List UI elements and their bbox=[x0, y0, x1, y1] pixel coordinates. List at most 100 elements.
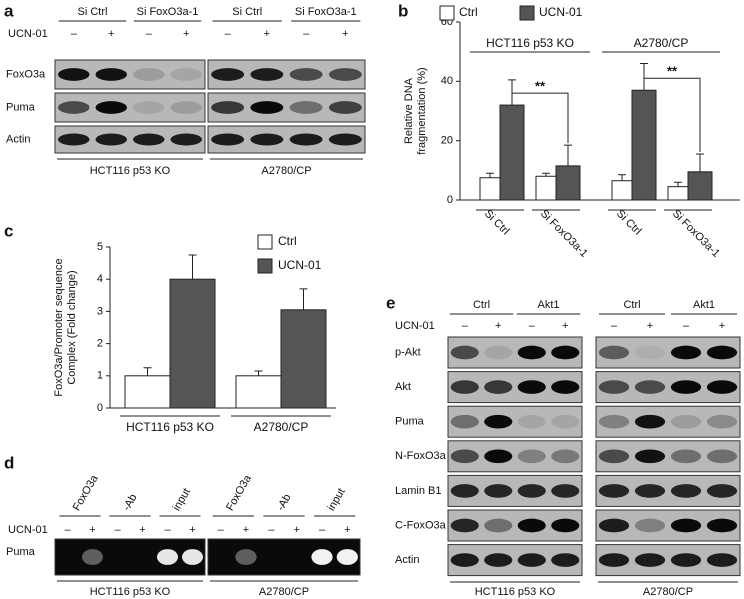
legend-swatch bbox=[439, 5, 455, 21]
band bbox=[484, 380, 513, 394]
sign: + bbox=[293, 524, 299, 536]
error-bar bbox=[254, 370, 263, 376]
blot bbox=[447, 405, 583, 438]
row-label: Actin bbox=[395, 554, 419, 566]
bar bbox=[499, 104, 525, 201]
band bbox=[235, 549, 257, 565]
legend-swatch bbox=[257, 234, 273, 250]
x-tick-label: HCT116 p53 KO bbox=[126, 420, 214, 434]
sign: + bbox=[342, 28, 348, 40]
sign: – bbox=[268, 524, 275, 536]
band bbox=[484, 414, 513, 429]
band bbox=[95, 68, 127, 81]
lane-header: Si FoxO3a-1 bbox=[295, 6, 357, 18]
band bbox=[450, 414, 479, 429]
band bbox=[706, 380, 738, 394]
bar bbox=[235, 375, 282, 409]
band bbox=[706, 484, 738, 498]
significance-bracket bbox=[511, 92, 569, 144]
error-bar bbox=[564, 144, 572, 166]
bar bbox=[124, 375, 171, 409]
treatment-label: UCN-01 bbox=[8, 524, 48, 536]
band bbox=[670, 449, 702, 464]
band bbox=[82, 549, 103, 565]
group-label: HCT116 p53 KO bbox=[486, 36, 574, 50]
legend-label: UCN-01 bbox=[278, 258, 322, 272]
y-tick-label: 2 bbox=[97, 338, 103, 350]
sign: – bbox=[529, 320, 536, 332]
band bbox=[182, 549, 203, 565]
sign: + bbox=[647, 320, 653, 332]
panel-label: a bbox=[4, 1, 14, 20]
band bbox=[598, 449, 630, 464]
band bbox=[551, 553, 580, 567]
error-bar bbox=[486, 172, 494, 178]
band bbox=[706, 414, 738, 429]
legend-swatch bbox=[519, 5, 535, 21]
panel-label: e bbox=[386, 293, 395, 312]
error-bar bbox=[674, 181, 682, 187]
gel bbox=[54, 538, 206, 576]
band bbox=[170, 133, 202, 146]
y-tick-label: 5 bbox=[97, 241, 103, 253]
y-tick-label: 20 bbox=[441, 135, 453, 147]
band bbox=[289, 101, 323, 114]
band bbox=[484, 518, 513, 533]
y-tick-label: 0 bbox=[447, 194, 453, 206]
legend-label: Ctrl bbox=[278, 234, 297, 248]
band bbox=[450, 380, 479, 394]
y-tick-label: 4 bbox=[97, 273, 103, 285]
lane-header: Si Ctrl bbox=[232, 6, 262, 18]
band bbox=[598, 380, 630, 394]
y-axis-label: Complex (Fold change) bbox=[66, 270, 78, 384]
sign: + bbox=[264, 28, 270, 40]
band bbox=[598, 553, 630, 567]
row-label: Puma bbox=[6, 546, 36, 558]
panel-label: b bbox=[398, 1, 408, 20]
x-tick-label: Si FoxO3a-1 bbox=[670, 208, 722, 260]
row-label: p-Akt bbox=[395, 346, 421, 358]
bar bbox=[280, 309, 327, 409]
error-bar bbox=[143, 367, 152, 376]
band bbox=[670, 380, 702, 394]
treatment-label: UCN-01 bbox=[395, 320, 435, 332]
legend-label: Ctrl bbox=[459, 5, 478, 19]
group-label: A2780/CP bbox=[634, 36, 689, 50]
band bbox=[484, 449, 513, 464]
band bbox=[706, 345, 738, 360]
lane-label: -Ab bbox=[275, 492, 294, 513]
significance-label: ** bbox=[667, 64, 678, 79]
band bbox=[58, 68, 90, 81]
y-tick-label: 0 bbox=[97, 402, 103, 414]
cell-line: HCT116 p53 KO bbox=[90, 165, 171, 177]
band bbox=[670, 345, 702, 360]
sign: – bbox=[683, 320, 690, 332]
blot bbox=[595, 405, 741, 438]
band bbox=[157, 549, 178, 565]
band bbox=[517, 345, 546, 360]
cell-line: HCT116 p53 KO bbox=[90, 586, 171, 598]
x-tick-label: A2780/CP bbox=[254, 420, 309, 434]
cell-line: HCT116 p53 KO bbox=[475, 586, 556, 598]
band bbox=[484, 345, 513, 360]
bar bbox=[667, 186, 689, 201]
cell-line: A2780/CP bbox=[259, 586, 309, 598]
bar bbox=[611, 180, 633, 201]
band bbox=[133, 133, 165, 146]
band bbox=[517, 449, 546, 464]
sign: + bbox=[89, 524, 95, 536]
row-label: Puma bbox=[395, 416, 425, 428]
band bbox=[250, 133, 284, 146]
y-tick-label: 1 bbox=[97, 370, 103, 382]
bar bbox=[169, 278, 216, 409]
sign: + bbox=[243, 524, 249, 536]
band bbox=[328, 68, 362, 81]
band bbox=[598, 345, 630, 360]
band bbox=[551, 380, 580, 394]
band bbox=[598, 518, 630, 533]
panel-label: d bbox=[4, 453, 14, 472]
y-tick-label: 3 bbox=[97, 305, 103, 317]
sign: – bbox=[225, 28, 232, 40]
band bbox=[95, 101, 127, 114]
band bbox=[598, 414, 630, 429]
